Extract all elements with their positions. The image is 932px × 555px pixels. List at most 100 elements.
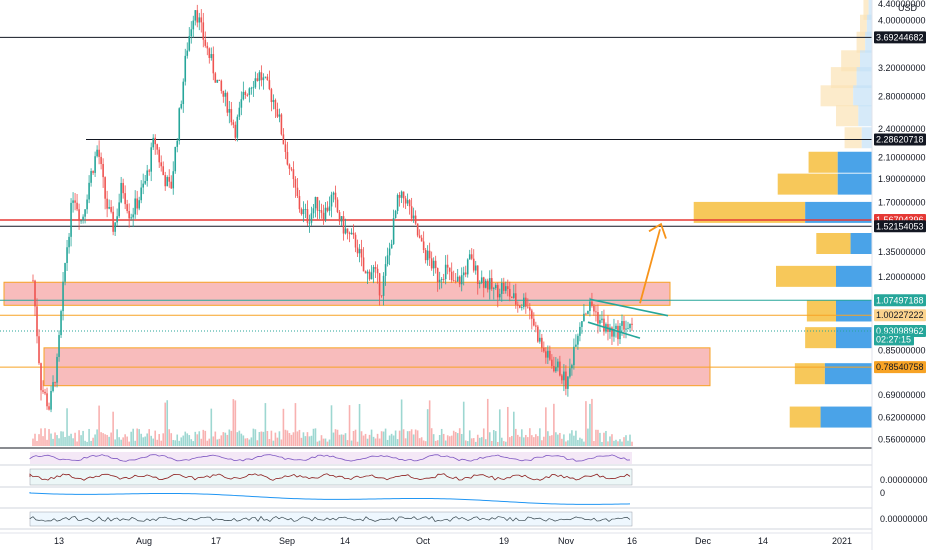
volume-bar [354,429,357,446]
volume-bar [166,400,169,446]
volume-bar [114,439,116,446]
price-badge [874,309,926,322]
rsi-line [29,454,631,462]
candle-body [408,200,411,207]
time-tick-label: Oct [416,536,431,546]
volume-bar [208,438,211,446]
volume-bar [260,431,263,446]
volume-bar [390,433,393,446]
volume-bar [611,434,613,446]
volume-bar [136,428,138,446]
volume-profile-bar [866,14,872,36]
volume-bar [609,436,611,446]
volume-bar [460,433,463,446]
candle-body [508,288,511,297]
volume-profile-bar [841,50,860,72]
candle-body [378,273,381,296]
volume-bar [268,439,271,446]
candle-body [90,171,92,183]
candle-body [364,271,367,274]
volume-bar [513,411,515,446]
candle-body [573,346,575,366]
volume-bar [585,401,587,446]
candle-body [428,250,431,259]
candle-body [54,382,56,383]
candle-body [220,80,223,91]
volume-bar [336,429,339,446]
volume-bar [188,435,191,446]
candle-body [114,222,116,232]
candle-body [398,194,401,198]
volume-bar [492,430,495,446]
volume-bar [106,434,108,446]
volume-bar [116,429,118,446]
volume-bar [290,434,293,446]
candle-body [130,217,132,219]
volume-bar [422,440,425,446]
volume-bar [404,438,407,446]
volume-profile-bar [837,173,872,195]
candle-body [268,80,271,90]
candle-body [581,321,583,327]
candle-body [136,198,138,209]
volume-bar [533,437,535,446]
volume-bar [262,431,265,446]
volume-bar [134,440,136,446]
volume-bar [408,431,411,446]
volume-bar [615,439,617,446]
volume-bar [142,437,144,446]
time-tick-label: 14 [340,536,350,546]
time-tick-label: Dec [695,536,712,546]
candle-body [468,254,471,260]
candle-body [140,187,142,201]
support-resistance-zone [3,281,671,306]
candle-body [350,232,353,235]
volume-bar [176,434,179,446]
volume-bar [124,434,126,446]
volume-bar [172,439,175,446]
candle-body [92,171,94,173]
volume-bar [374,438,377,446]
candle-body [294,179,297,188]
candle-body [190,29,193,37]
volume-bar [82,430,84,446]
volume-bar [386,439,389,446]
volume-bar [278,431,281,446]
volume-bar [174,440,177,446]
candle-body [258,72,261,81]
candle-body [230,109,233,123]
volume-bar [603,432,605,446]
candle-body [308,222,311,224]
volume-bar [561,438,563,446]
volume-bar [450,435,453,446]
volume-bar [210,408,213,446]
volume-profile-bar [824,363,872,385]
volume-bar [280,439,283,446]
candle-body [46,393,48,407]
volume-bar [218,438,221,446]
time-tick-label: 2021 [832,536,852,546]
price-tick-label: 2.10000000 [878,153,926,163]
candle-body [206,45,209,49]
volume-bar [52,438,54,446]
candle-body [338,212,341,222]
volume-bar [523,437,525,446]
oscillator-band [29,468,633,486]
volume-bar [244,438,247,446]
volume-bar [557,434,559,446]
price-tick-label: 0.62000000 [878,413,926,423]
candle-body [120,182,122,203]
volume-bar [416,430,419,446]
candle-body [152,137,155,148]
volume-bar [617,441,619,446]
candle-body [94,156,96,173]
volume-bar [434,440,437,446]
volume-bar [118,437,120,446]
candle-body [174,146,177,172]
candle-body [292,169,295,180]
candle-body [360,249,363,258]
volume-bar [607,441,609,446]
candle-body [96,149,98,157]
volume-bar [270,430,273,446]
